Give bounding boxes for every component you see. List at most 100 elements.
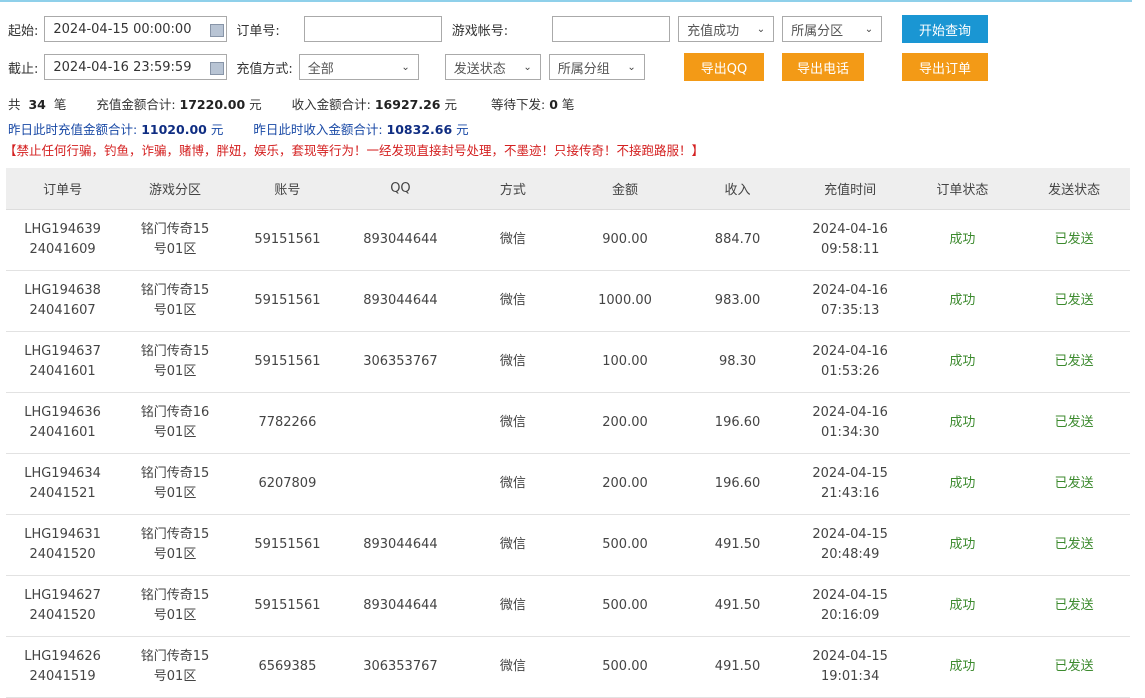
- zone-text: 号01区: [153, 364, 197, 379]
- start-date-value: 2024-04-15 00:00:00: [53, 21, 192, 37]
- count-suffix: 笔: [53, 97, 67, 112]
- table-row[interactable]: LHG194631 24041520 铭门传奇15 号01区 59151561 89304…: [6, 514, 1130, 576]
- cell-send-status: 已发送: [1018, 270, 1130, 332]
- zone-text: 号01区: [153, 669, 197, 684]
- method-select[interactable]: 全部 ⌄: [298, 54, 419, 80]
- cell-zone: 铭门传奇16 号01区: [119, 392, 231, 454]
- table-row[interactable]: LHG194639 24041609 铭门传奇15 号01区 59151561 89304…: [6, 209, 1130, 271]
- order-id-text: 24041519: [29, 669, 96, 684]
- query-button[interactable]: 开始查询: [902, 15, 988, 43]
- table-row[interactable]: LHG194638 24041607 铭门传奇15 号01区 59151561 89304…: [6, 270, 1130, 332]
- time-text: 2024-04-15: [812, 527, 888, 542]
- send-status-text: 已发送: [1054, 476, 1094, 491]
- account-input[interactable]: [552, 16, 671, 42]
- amount-text: 900.00: [602, 232, 648, 247]
- send-status-value: 发送状态: [453, 61, 506, 77]
- cell-time: 2024-04-16 01:34:30: [793, 392, 907, 454]
- zone-text: 铭门传奇15: [140, 527, 210, 542]
- income-text: 491.50: [714, 598, 761, 613]
- zone-text: 铭门传奇15: [140, 649, 210, 664]
- amount-text: 1000.00: [598, 293, 652, 308]
- order-input[interactable]: [303, 16, 442, 42]
- cell-time: 2024-04-15 20:16:09: [793, 575, 907, 637]
- zone-text: 铭门传奇15: [140, 283, 210, 298]
- qq-text: 893044644: [363, 537, 438, 552]
- chevron-down-icon: ⌄: [401, 61, 410, 73]
- cell-send-status: 已发送: [1018, 331, 1130, 393]
- income-text: 196.60: [714, 476, 761, 491]
- method-select-value: 全部: [307, 61, 334, 77]
- cell-zone: 铭门传奇15 号01区: [119, 514, 231, 576]
- header-method: 方式: [457, 168, 569, 210]
- cell-account: 6207809: [230, 453, 344, 515]
- cell-send-status: 已发送: [1018, 636, 1130, 698]
- orders-table: 订单号 游戏分区 账号 QQ 方式 金额 收入 充值时间 订单状态 发送状态 LHG194639 2…: [6, 168, 1130, 698]
- end-date-input[interactable]: 2024-04-16 23:59:59: [44, 54, 228, 80]
- cell-amount: 100.00: [568, 331, 682, 393]
- cell-zone: 铭门传奇15 号01区: [119, 453, 231, 515]
- table-row[interactable]: LHG194637 24041601 铭门传奇15 号01区 59151561 30635…: [6, 331, 1130, 393]
- summary-line: 共 34 笔 充值金额合计: 17220.00 元 收入金额合计: 16927.…: [8, 94, 574, 113]
- cell-income: 884.70: [681, 209, 794, 271]
- pending-suffix: 笔: [561, 97, 575, 112]
- order-status-text: 成功: [949, 598, 976, 613]
- order-id-text: LHG194639: [24, 222, 101, 237]
- export-qq-button[interactable]: 导出QQ: [684, 53, 764, 81]
- cell-account: 59151561: [230, 514, 344, 576]
- count-prefix: 共: [8, 97, 21, 112]
- time-text: 2024-04-16: [812, 283, 888, 298]
- calendar-icon[interactable]: [210, 62, 225, 75]
- zone-text: 铭门传奇15: [140, 466, 210, 481]
- cell-method: 微信: [457, 514, 569, 576]
- cell-income: 196.60: [681, 453, 794, 515]
- cell-order-status: 成功: [906, 209, 1019, 271]
- zone-select[interactable]: 所属分区 ⌄: [782, 16, 883, 42]
- time-text: 2024-04-16: [812, 405, 888, 420]
- account-text: 59151561: [254, 354, 321, 369]
- send-status-text: 已发送: [1054, 659, 1094, 674]
- time-text: 2024-04-16: [812, 222, 888, 237]
- time-text: 01:53:26: [820, 364, 880, 379]
- method-text: 微信: [499, 598, 526, 613]
- time-text: 01:34:30: [820, 425, 880, 440]
- amount-text: 500.00: [602, 598, 648, 613]
- zone-select-value: 所属分区: [791, 23, 844, 39]
- order-id-text: LHG194631: [24, 527, 101, 542]
- start-date-input[interactable]: 2024-04-15 00:00:00: [44, 16, 228, 42]
- header-time: 充值时间: [793, 168, 907, 210]
- cell-order-id: LHG194638 24041607: [6, 270, 120, 332]
- zone-text: 号01区: [153, 608, 197, 623]
- group-select[interactable]: 所属分组 ⌄: [548, 54, 645, 80]
- export-phone-button[interactable]: 导出电话: [782, 53, 864, 81]
- order-id-text: 24041601: [29, 364, 96, 379]
- time-text: 07:35:13: [820, 303, 880, 318]
- export-order-button[interactable]: 导出订单: [902, 53, 988, 81]
- table-row[interactable]: LHG194634 24041521 铭门传奇15 号01区 6207809 微信 200.…: [6, 453, 1130, 515]
- cell-order-id: LHG194634 24041521: [6, 453, 120, 515]
- income-total: 16927.26: [374, 97, 441, 112]
- table-row[interactable]: LHG194626 24041519 铭门传奇15 号01区 6569385 306353…: [6, 636, 1130, 698]
- order-label: 订单号:: [236, 23, 280, 39]
- cell-method: 微信: [457, 453, 569, 515]
- send-status-select[interactable]: 发送状态 ⌄: [444, 54, 541, 80]
- yday-income-label: 昨日此时收入金额合计:: [253, 122, 383, 137]
- order-id-text: 24041521: [29, 486, 96, 501]
- order-id-text: 24041609: [29, 242, 96, 257]
- amount-text: 500.00: [602, 659, 648, 674]
- calendar-icon[interactable]: [210, 24, 225, 37]
- group-select-value: 所属分组: [557, 61, 610, 77]
- table-row[interactable]: LHG194627 24041520 铭门传奇15 号01区 59151561 89304…: [6, 575, 1130, 637]
- header-order-status: 订单状态: [906, 168, 1019, 210]
- cell-qq: [343, 453, 457, 515]
- time-text: 09:58:11: [820, 242, 880, 257]
- cell-amount: 200.00: [568, 392, 682, 454]
- table-row[interactable]: LHG194636 24041601 铭门传奇16 号01区 7782266 微信 200.…: [6, 392, 1130, 454]
- cell-account: 59151561: [230, 575, 344, 637]
- order-status-text: 成功: [949, 476, 976, 491]
- cell-method: 微信: [457, 331, 569, 393]
- cell-account: 59151561: [230, 270, 344, 332]
- time-text: 20:16:09: [820, 608, 880, 623]
- cell-qq: 893044644: [343, 575, 457, 637]
- cell-qq: 893044644: [343, 209, 457, 271]
- status-select[interactable]: 充值成功 ⌄: [678, 16, 775, 42]
